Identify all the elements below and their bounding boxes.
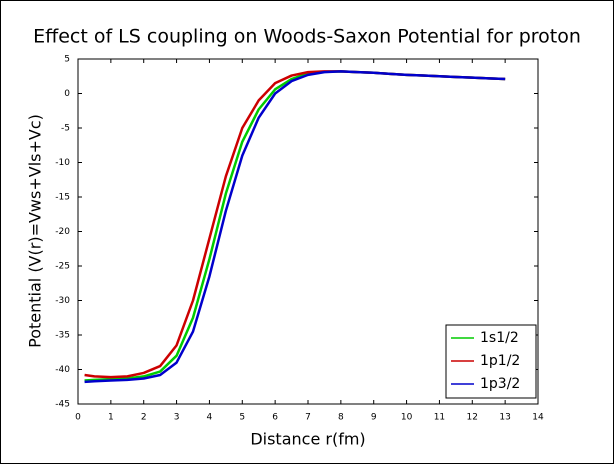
legend-label: 1p1/2: [480, 353, 520, 369]
y-tick-label: -10: [55, 158, 70, 168]
x-tick-label: 0: [75, 413, 81, 423]
x-tick-label: 8: [338, 413, 344, 423]
x-tick-label: 12: [467, 413, 478, 423]
x-tick-label: 2: [141, 413, 147, 423]
x-tick-label: 14: [532, 413, 544, 423]
y-tick-label: -40: [55, 365, 70, 375]
x-tick-label: 3: [174, 413, 180, 423]
legend-label: 1p3/2: [480, 376, 520, 392]
y-tick-label: -30: [55, 296, 70, 306]
legend-label: 1s1/2: [480, 330, 519, 346]
y-tick-label: -25: [55, 262, 70, 272]
x-tick-label: 11: [434, 413, 445, 423]
y-axis-label: Potential (V(r)=Vws+Vls+Vc): [26, 114, 45, 348]
x-tick-label: 6: [272, 413, 278, 423]
x-tick-label: 4: [207, 413, 213, 423]
x-tick-label: 5: [239, 413, 245, 423]
x-axis-label: Distance r(fm): [250, 430, 365, 449]
plot-area: [77, 58, 539, 405]
y-tick-label: -15: [55, 193, 70, 203]
y-tick-label: 0: [64, 89, 70, 99]
chart-title: Effect of LS coupling on Woods-Saxon Pot…: [33, 26, 581, 48]
x-tick-label: 7: [305, 413, 311, 423]
x-tick-label: 9: [371, 413, 377, 423]
y-tick-label: 5: [64, 55, 70, 65]
data-line: [84, 70, 506, 384]
y-tick-label: -5: [61, 124, 70, 134]
x-tick-label: 10: [401, 413, 413, 423]
y-tick-label: -20: [55, 227, 70, 237]
x-tick-label: 13: [499, 413, 510, 423]
legend: 1s1/2 1p1/2 1p3/2: [445, 324, 537, 399]
x-tick-label: 1: [108, 413, 114, 423]
y-tick-label: -45: [55, 400, 70, 410]
y-tick-label: -35: [55, 331, 70, 341]
